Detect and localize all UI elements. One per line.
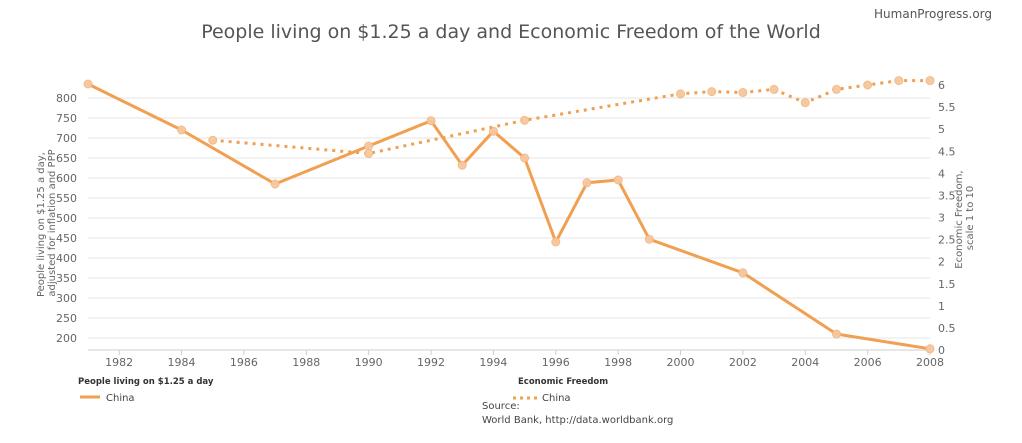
data-point-poverty <box>457 160 467 170</box>
series-line-freedom <box>212 79 930 155</box>
data-point-poverty <box>551 237 561 247</box>
x-tick-label: 2006 <box>854 356 882 369</box>
right-axis-label: Economic Freedom, scale 1 to 10 <box>954 167 976 268</box>
legend-heading-freedom: Economic Freedom <box>518 377 608 387</box>
x-axis: 1982 1984 1986 1988 1990 1992 1994 1996 1998 2000… <box>88 349 944 369</box>
x-tick-label: 1986 <box>230 356 258 369</box>
left-tick-label: 700 <box>56 132 77 145</box>
right-tick-label: 6 <box>938 79 945 92</box>
series-layer <box>83 76 935 354</box>
left-tick-label: 400 <box>56 252 77 265</box>
x-tick-label: 2008 <box>916 356 944 369</box>
data-point-freedom <box>738 88 748 98</box>
x-tick-label: 1984 <box>168 356 196 369</box>
data-point-poverty <box>83 79 93 89</box>
left-tick-label: 500 <box>56 212 77 225</box>
right-tick-label: 1 <box>938 300 945 313</box>
x-tick-label: 1994 <box>479 356 507 369</box>
data-point-freedom <box>520 115 530 125</box>
source-label: Source: <box>482 401 520 412</box>
x-tick-label: 1996 <box>542 356 570 369</box>
series-line-poverty <box>86 82 932 351</box>
right-tick-label: 0.5 <box>938 322 956 335</box>
legend-heading-poverty: People living on $1.25 a day <box>78 377 214 387</box>
left-tick-label: 350 <box>56 272 77 285</box>
data-point-poverty <box>831 329 841 339</box>
data-point-poverty <box>644 234 654 244</box>
data-point-freedom <box>831 84 841 94</box>
source-text: World Bank, http://data.worldbank.org <box>482 415 673 426</box>
right-axis-label-line-1: Economic Freedom, <box>954 170 965 268</box>
data-point-freedom <box>208 135 218 145</box>
data-point-poverty <box>582 178 592 188</box>
legend-item-poverty: China <box>106 393 135 404</box>
left-axis-label-line-1: People living on $1.25 a day, <box>36 152 47 297</box>
x-tick-label: 1982 <box>105 356 133 369</box>
data-point-poverty <box>177 125 187 135</box>
data-point-poverty <box>270 179 280 189</box>
x-tick-label: 1988 <box>292 356 320 369</box>
data-point-poverty <box>488 126 498 136</box>
data-point-freedom <box>800 98 810 108</box>
right-tick-label: 1.5 <box>938 278 956 291</box>
left-axis-label-line-2: adjusted for inflation and PPP <box>47 149 58 296</box>
left-tick-label: 200 <box>56 332 77 345</box>
data-point-poverty <box>613 175 623 185</box>
data-point-poverty <box>520 153 530 163</box>
left-axis: 200 250 300 350 400 450 500 550 600 650 700 750 800 <box>56 92 77 345</box>
x-tick-label: 1992 <box>417 356 445 369</box>
left-tick-label: 550 <box>56 192 77 205</box>
x-tick-label: 2004 <box>791 356 819 369</box>
left-tick-label: 300 <box>56 292 77 305</box>
right-tick-label: 3.5 <box>938 189 956 202</box>
x-tick-label: 1990 <box>355 356 383 369</box>
right-tick-label: 4 <box>938 167 945 180</box>
right-axis-label-line-2: scale 1 to 10 <box>965 186 976 250</box>
brand-label: HumanProgress.org <box>874 7 992 21</box>
data-point-poverty <box>364 141 374 151</box>
left-tick-label: 250 <box>56 312 77 325</box>
right-axis: 0 0.5 1 1.5 2 2.5 3 3.5 4 4.5 5 5.5 6 <box>938 79 956 357</box>
left-tick-label: 800 <box>56 92 77 105</box>
right-tick-label: 5.5 <box>938 101 956 114</box>
right-tick-label: 2.5 <box>938 234 956 247</box>
gridlines <box>88 97 930 339</box>
right-tick-label: 0 <box>938 344 945 357</box>
data-point-poverty <box>426 116 436 126</box>
x-tick-label: 2002 <box>729 356 757 369</box>
data-point-freedom <box>707 87 717 97</box>
data-point-freedom <box>925 76 935 86</box>
data-point-poverty <box>738 268 748 278</box>
data-point-freedom <box>769 84 779 94</box>
x-tick-label: 2000 <box>667 356 695 369</box>
right-tick-label: 5 <box>938 123 945 136</box>
data-point-poverty <box>925 344 935 354</box>
data-point-freedom <box>364 148 374 158</box>
x-tick-label: 1998 <box>604 356 632 369</box>
legend-item-freedom: China <box>542 393 571 404</box>
left-tick-label: 450 <box>56 232 77 245</box>
right-tick-label: 2 <box>938 256 945 269</box>
chart-title: People living on $1.25 a day and Economi… <box>201 21 821 43</box>
data-point-freedom <box>676 89 686 99</box>
left-tick-label: 600 <box>56 172 77 185</box>
right-tick-label: 3 <box>938 212 945 225</box>
data-point-freedom <box>863 80 873 90</box>
left-axis-label: People living on $1.25 a day, adjusted f… <box>36 149 58 297</box>
right-tick-label: 4.5 <box>938 145 956 158</box>
data-point-freedom <box>894 76 904 86</box>
left-tick-label: 650 <box>56 152 77 165</box>
left-tick-label: 750 <box>56 112 77 125</box>
